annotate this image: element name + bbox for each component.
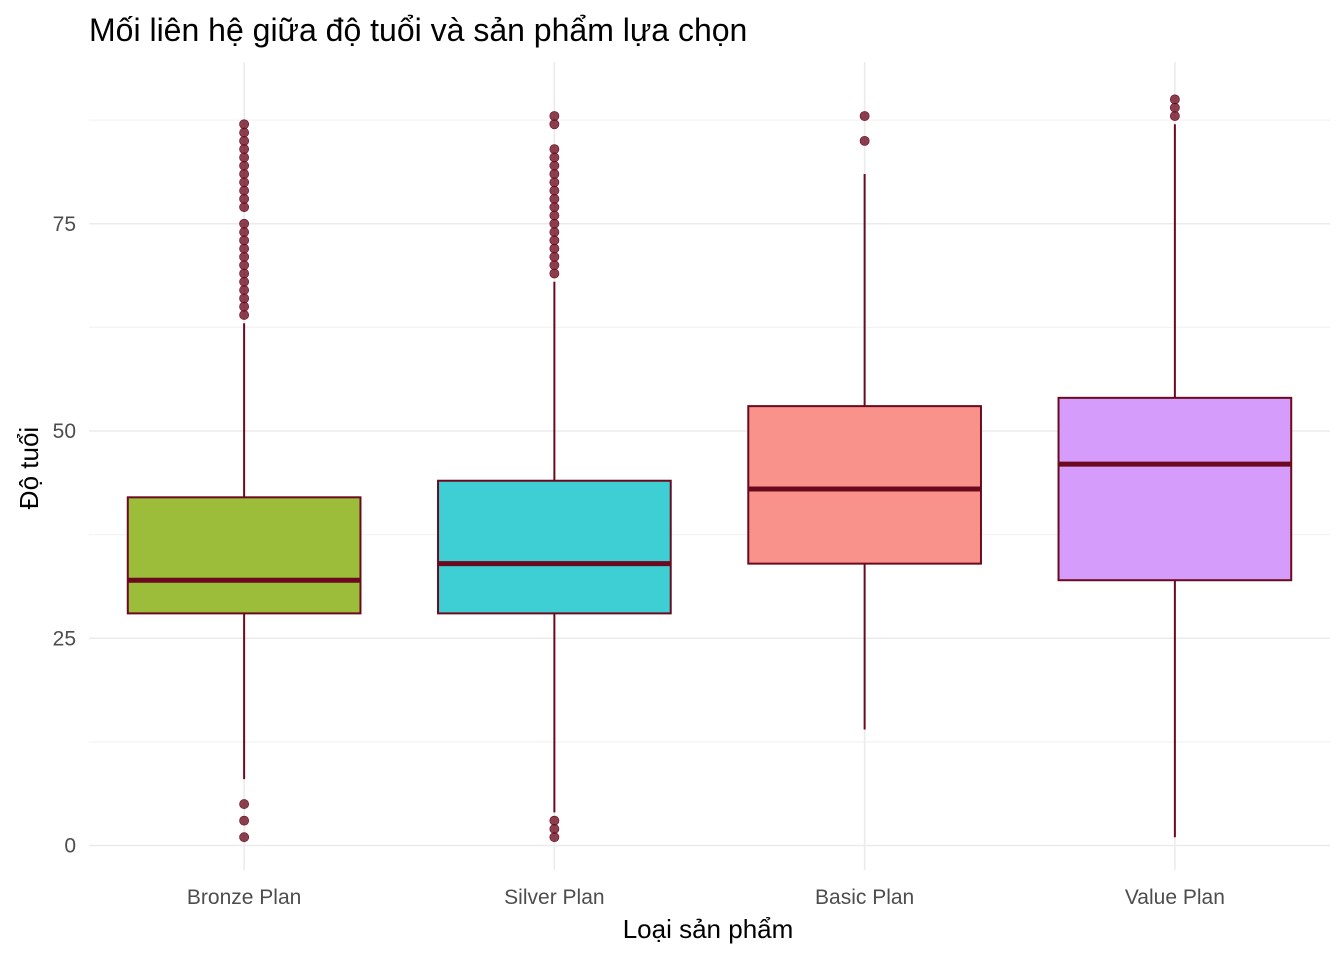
- outlier-point: [549, 193, 560, 204]
- y-tick-label: 25: [53, 627, 76, 650]
- boxes: [126, 94, 1293, 843]
- outlier-point: [239, 135, 250, 146]
- box-iqr: [126, 496, 362, 615]
- outlier-point: [549, 144, 560, 155]
- outlier-point: [239, 268, 250, 279]
- outlier-point: [239, 235, 250, 246]
- outlier-point: [549, 243, 560, 254]
- outlier-point: [239, 160, 250, 171]
- outlier-point: [239, 144, 250, 155]
- outlier-point: [239, 169, 250, 179]
- outlier-point: [549, 152, 560, 163]
- outlier-point: [239, 202, 250, 213]
- outlier-point: [859, 135, 870, 146]
- outlier-point: [549, 202, 560, 213]
- outlier-point: [239, 152, 250, 163]
- outlier-point: [549, 815, 560, 826]
- outlier-point: [239, 293, 250, 304]
- outlier-point: [239, 301, 250, 312]
- x-axis: Bronze Plan Silver Plan Basic Plan Value Pl…: [187, 886, 1225, 909]
- outlier-point: [1169, 111, 1180, 121]
- outlier-point: [549, 160, 560, 171]
- box-iqr: [747, 405, 982, 565]
- outlier-point: [1169, 94, 1180, 105]
- outlier-point: [239, 218, 250, 229]
- outlier-point: [549, 832, 560, 843]
- outlier-point: [239, 285, 250, 295]
- outlier-point: [549, 268, 560, 279]
- outlier-point: [239, 243, 250, 254]
- outlier-point: [239, 227, 250, 237]
- outlier-point: [239, 832, 250, 843]
- y-tick-label: 75: [53, 213, 76, 236]
- outlier-point: [549, 111, 560, 121]
- box-bronze-plan: [126, 119, 362, 843]
- outlier-point: [549, 235, 560, 246]
- box-value-plan: [1057, 94, 1293, 838]
- chart-title: Mối liên hệ giữa độ tuổi và sản phẩm lựa…: [89, 12, 747, 48]
- outlier-point: [239, 815, 250, 826]
- outlier-point: [549, 119, 560, 130]
- x-tick-label: Value Plan: [1125, 886, 1225, 909]
- outlier-point: [1169, 102, 1180, 113]
- y-axis: 0 25 50 75: [53, 213, 76, 858]
- outlier-point: [239, 276, 250, 287]
- outlier-point: [239, 799, 250, 809]
- x-axis-title: Loại sản phẩm: [623, 914, 794, 944]
- outlier-point: [549, 185, 560, 196]
- outlier-point: [549, 177, 560, 188]
- outlier-point: [239, 127, 250, 138]
- outlier-point: [549, 824, 560, 834]
- outlier-point: [549, 210, 560, 221]
- outlier-point: [549, 218, 560, 229]
- outlier-point: [239, 260, 250, 271]
- outlier-point: [239, 310, 250, 320]
- outlier-point: [549, 169, 560, 179]
- outlier-point: [239, 252, 250, 262]
- y-tick-label: 50: [53, 420, 76, 443]
- x-tick-label: Silver Plan: [504, 886, 604, 909]
- y-axis-title: Độ tuổi: [14, 427, 44, 509]
- outlier-point: [239, 185, 250, 196]
- outlier-point: [549, 252, 560, 262]
- outlier-point: [549, 260, 560, 271]
- box-silver-plan: [437, 111, 672, 843]
- y-tick-label: 0: [64, 835, 76, 858]
- outlier-point: [549, 227, 560, 237]
- box-basic-plan: [747, 111, 982, 730]
- outlier-point: [859, 111, 870, 121]
- outlier-point: [239, 193, 250, 204]
- box-iqr: [1057, 396, 1293, 582]
- outlier-point: [239, 119, 250, 130]
- x-tick-label: Basic Plan: [815, 886, 914, 909]
- box-iqr: [437, 479, 672, 615]
- outlier-point: [239, 177, 250, 188]
- x-tick-label: Bronze Plan: [187, 886, 301, 909]
